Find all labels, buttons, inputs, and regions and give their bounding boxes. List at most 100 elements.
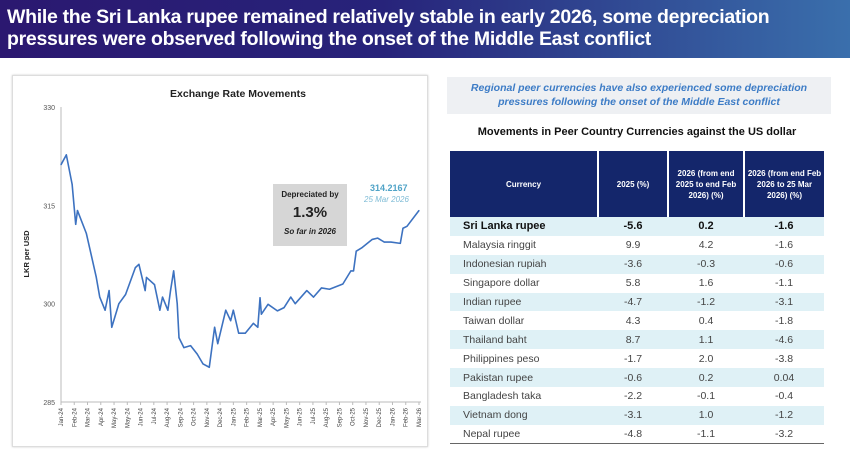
data-point: [383, 241, 385, 243]
value-cell: -0.6: [598, 368, 668, 388]
column-header: Currency: [450, 151, 599, 217]
callout-label: Depreciated by: [281, 190, 339, 199]
data-point: [418, 209, 420, 212]
data-point: [244, 332, 246, 334]
data-point: [399, 242, 401, 244]
x-tick-label: Oct-25: [351, 407, 357, 426]
data-point: [124, 293, 127, 296]
data-point: [390, 241, 392, 243]
peer-subtitle: Regional peer currencies have also exper…: [447, 77, 831, 114]
y-tick-label: 315: [43, 203, 55, 210]
data-point: [257, 326, 259, 328]
value-cell: -0.1: [696, 390, 716, 403]
x-tick-label: Jan-26: [390, 407, 396, 426]
value-cell: -3.1: [744, 292, 824, 312]
value-cell: -0.3: [668, 254, 744, 274]
data-point: [118, 303, 120, 305]
x-tick-label: Mar-26: [417, 407, 423, 427]
data-point: [371, 238, 373, 241]
page-title-line1: While the Sri Lanka rupee remained relat…: [7, 6, 770, 28]
data-point: [95, 276, 97, 278]
value-cell: 1.6: [698, 277, 714, 290]
value-cell: 1.0: [668, 405, 744, 425]
exchange-rate-line: [60, 154, 420, 369]
value-cell: -3.8: [774, 352, 794, 365]
data-point: [355, 250, 357, 252]
value-cell: -3.1: [598, 405, 668, 425]
data-point: [71, 183, 73, 185]
table-row: Vietnam dong -3.1 1.0 -1.2: [450, 405, 824, 425]
data-point: [320, 287, 323, 289]
value-cell: -1.6: [774, 239, 794, 252]
data-point: [189, 345, 192, 347]
value-cell: -1.6: [744, 217, 824, 236]
table-row: Bangladesh taka -2.2 -0.1 -0.4: [450, 387, 824, 406]
y-tick-label: 330: [43, 105, 55, 112]
data-point: [108, 289, 110, 292]
x-tick-label: Feb-24: [72, 407, 78, 427]
x-tick-label: Mar-24: [86, 407, 92, 427]
data-point: [402, 227, 404, 229]
data-point: [290, 296, 292, 298]
last-date-label: 25 Mar 2026: [364, 195, 409, 204]
x-tick-label: May-24: [125, 407, 131, 428]
column-header: 2026 (from end Feb 2026 to 25 Mar 2026) …: [744, 151, 824, 217]
currency-name: Indonesian rupiah: [450, 254, 598, 274]
data-point: [406, 225, 408, 227]
data-point: [104, 309, 106, 311]
data-point: [260, 313, 262, 315]
x-tick-label: Nov-24: [205, 407, 211, 427]
data-point: [173, 270, 175, 272]
callout-value: 1.3%: [292, 204, 328, 221]
value-cell: -3.2: [744, 424, 824, 445]
table-title: Movements in Peer Country Currencies aga…: [477, 126, 797, 138]
data-point: [111, 326, 113, 328]
x-tick-label: Jun-24: [139, 407, 145, 426]
table-row: Malaysia ringgit 9.9 4.2 -1.6: [450, 236, 824, 255]
data-point: [312, 296, 315, 298]
currency-name: Bangladesh taka: [463, 390, 542, 403]
x-tick-label: Dec-24: [218, 407, 224, 427]
data-point: [167, 309, 169, 311]
value-cell: -4.6: [744, 330, 824, 350]
data-point: [161, 296, 164, 298]
y-axis-label: LKR per USD: [22, 230, 31, 278]
x-tick-label: Oct-24: [192, 407, 198, 426]
x-tick-label: Aug-24: [165, 407, 171, 427]
value-cell: 0.2: [668, 368, 744, 388]
x-tick-label: Jul-24: [152, 407, 158, 424]
data-point: [208, 366, 210, 368]
table-row: Indian rupee -4.7 -1.2 -3.1: [450, 292, 824, 312]
data-point: [134, 267, 136, 269]
title-banner: While the Sri Lanka rupee remained relat…: [0, 0, 850, 58]
table-row: Indonesian rupiah -3.6 -0.3 -0.6: [450, 254, 824, 274]
x-tick-label: May-24: [112, 407, 118, 428]
column-header: 2026 (from end 2025 to end Feb 2026) (%): [668, 151, 745, 217]
value-cell: 0.04: [744, 368, 824, 388]
column-header: 2025 (%): [598, 151, 669, 217]
data-point: [294, 303, 296, 305]
table-row: Singapore dollar 5.8 1.6 -1.1: [450, 274, 824, 293]
value-cell: 4.3: [625, 314, 641, 327]
x-tick-label: Apr-25: [271, 407, 277, 426]
data-point: [138, 263, 140, 265]
x-tick-label: Jun-25: [298, 407, 304, 426]
table-row: Pakistan rupee -0.6 0.2 0.04: [450, 368, 824, 388]
data-point: [267, 303, 269, 305]
value-cell: -5.6: [598, 217, 668, 236]
data-point: [214, 326, 216, 328]
value-cell: 2.0: [698, 352, 714, 365]
depreciation-callout: Depreciated by 1.3% So far in 2026: [273, 184, 347, 246]
value-cell: -0.4: [774, 390, 794, 403]
data-point: [225, 309, 227, 311]
data-point: [85, 232, 87, 235]
subtitle-line1: Regional peer currencies have also exper…: [470, 82, 808, 94]
value-cell: -3.6: [598, 254, 668, 274]
table-row: Sri Lanka rupee -5.6 0.2 -1.6: [450, 217, 824, 236]
data-point: [360, 247, 363, 249]
value-cell: -2.2: [623, 390, 643, 403]
currency-name: Taiwan dollar: [463, 314, 525, 327]
data-point: [202, 363, 204, 365]
currency-name: Singapore dollar: [463, 277, 540, 290]
chart-title: Exchange Rate Movements: [170, 88, 306, 100]
